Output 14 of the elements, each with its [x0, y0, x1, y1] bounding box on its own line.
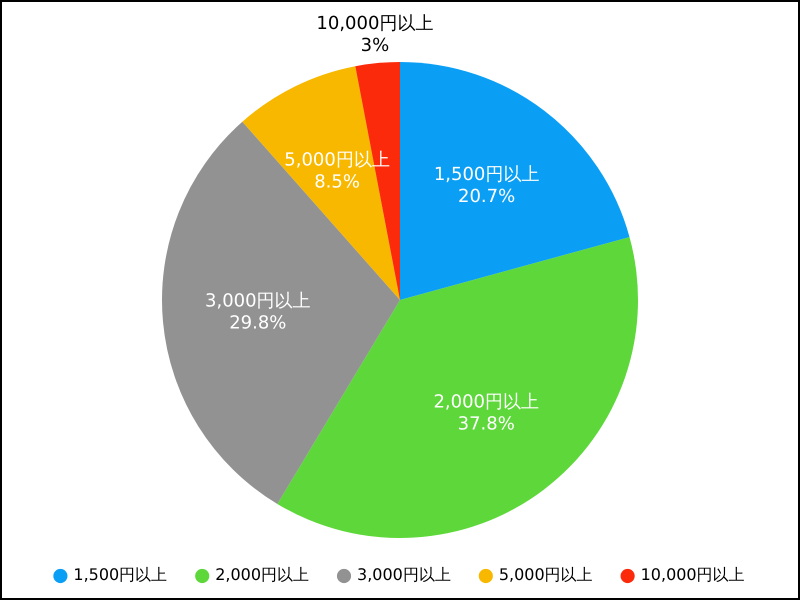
slice-label: 2,000円以上 — [433, 391, 540, 412]
data-label: 3% — [360, 34, 390, 56]
slice-label: 1,500円以上 — [434, 164, 540, 186]
data-label: 37.8% — [458, 413, 515, 434]
data-label: 29.8% — [229, 312, 286, 334]
slice-label: 3,000円以上 — [205, 290, 311, 312]
legend-label: 1,500円以上 — [73, 565, 168, 584]
data-label: 8.5% — [314, 171, 360, 192]
data-label: 20.7% — [458, 186, 516, 208]
legend-label: 5,000円以上 — [498, 565, 593, 584]
legend-label: 10,000円以上 — [640, 565, 745, 584]
legend-label: 3,000円以上 — [357, 565, 451, 584]
legend-label: 2,000円以上 — [215, 565, 310, 584]
slice-label: 10,000円以上 — [316, 12, 434, 34]
